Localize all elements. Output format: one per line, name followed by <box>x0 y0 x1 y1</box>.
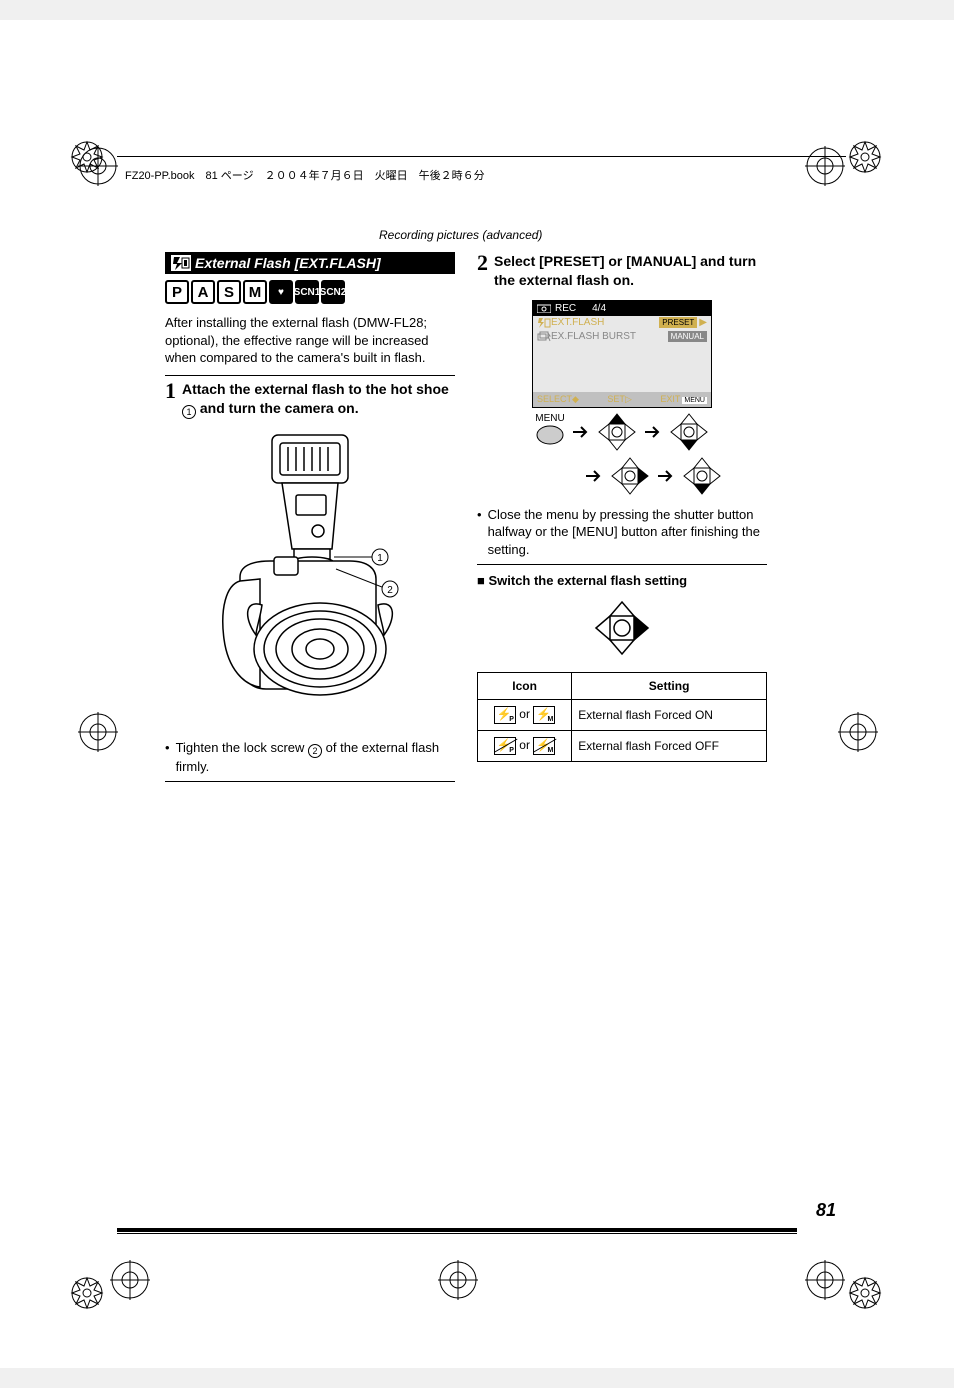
menu-button-icon <box>535 424 565 446</box>
lcd-body: EXT.FLASH PRESET ▶ EX.FLASH BURST MANUAL <box>533 316 711 392</box>
arrow-icon <box>656 469 676 483</box>
step-1: 1 Attach the external flash to the hot s… <box>165 380 455 419</box>
flash-preset-off-icon: P <box>494 737 516 755</box>
page-footer-rule <box>117 1228 797 1232</box>
table-cell-setting-off: External flash Forced OFF <box>572 731 767 762</box>
flash-hotshoe-icon <box>171 255 191 271</box>
mode-a: A <box>191 280 215 304</box>
step-1-text: Attach the external flash to the hot sho… <box>182 380 455 419</box>
regmark-mid-left <box>78 712 118 752</box>
regmark-bot-right <box>805 1260 845 1300</box>
menu-button-label: MENU <box>535 413 565 424</box>
svg-text:1: 1 <box>377 553 383 564</box>
extflash-icon <box>537 317 551 329</box>
arrow-icon <box>571 425 591 439</box>
mode-dial-row: P A S M ♥ SCN1 SCN2 <box>165 280 455 304</box>
rosette-top-left <box>70 140 104 174</box>
lcd-titlebar: REC 4/4 <box>533 301 711 316</box>
mode-heart: ♥ <box>269 280 293 304</box>
bullet-lock-screw-text: Tighten the lock screw 2 of the external… <box>176 739 455 776</box>
camera-icon <box>537 303 551 313</box>
left-column: External Flash [EXT.FLASH] P A S M ♥ SCN… <box>165 252 455 782</box>
step-2: 2 Select [PRESET] or [MANUAL] and turn t… <box>477 252 767 290</box>
bullet-lock-screw: Tighten the lock screw 2 of the external… <box>165 739 455 776</box>
table-cell-icon-on: P or M <box>478 700 572 731</box>
table-header-icon: Icon <box>478 673 572 700</box>
dpad-up-icon <box>597 412 637 452</box>
mode-m: M <box>243 280 267 304</box>
rosette-top-right <box>848 140 882 174</box>
mode-scnена1: SCN1 <box>295 280 319 304</box>
flash-manual-off-icon: M <box>533 737 555 755</box>
lcd-menu-screenshot: REC 4/4 EXT.FLASH PRESET ▶ EX.FLASH BURS… <box>532 300 712 408</box>
rosette-bot-right <box>848 1276 882 1310</box>
regmark-bot-left <box>110 1260 150 1300</box>
table-header-setting: Setting <box>572 673 767 700</box>
frame-header-text: FZ20-PP.book 81 ページ ２００４年７月６日 火曜日 午後２時６分 <box>117 157 846 189</box>
burst-icon <box>537 331 551 343</box>
arrow-icon <box>584 469 604 483</box>
switch-setting-heading: Switch the external flash setting <box>477 573 767 588</box>
step1-rule <box>165 375 455 376</box>
right-column: 2 Select [PRESET] or [MANUAL] and turn t… <box>477 252 767 782</box>
lcd-row-burst: EX.FLASH BURST MANUAL <box>533 330 711 344</box>
regmark-bot-mid <box>438 1260 478 1300</box>
lcd-row-extflash: EXT.FLASH PRESET ▶ <box>533 316 711 330</box>
flash-preset-on-icon: P <box>494 706 516 724</box>
mode-s: S <box>217 280 241 304</box>
mode-p: P <box>165 280 189 304</box>
lcd-footer: SELECT◆ SET▷ EXITMENU <box>533 392 711 407</box>
step-2-text: Select [PRESET] or [MANUAL] and turn the… <box>494 252 767 290</box>
callout-1: 1 <box>182 405 196 419</box>
table-cell-setting-on: External flash Forced ON <box>572 700 767 731</box>
dpad-right-large-icon <box>592 598 652 658</box>
step-1-number: 1 <box>165 380 176 419</box>
bullet-close-menu: Close the menu by pressing the shutter b… <box>477 506 767 559</box>
step-2-number: 2 <box>477 252 488 290</box>
dpad-down-icon <box>669 412 709 452</box>
manual-page: FZ20-PP.book 81 ページ ２００４年７月６日 火曜日 午後２時６分… <box>0 20 954 1368</box>
right-rule-1 <box>477 564 767 565</box>
flash-settings-table: Icon Setting P or M External flash Force… <box>477 672 767 762</box>
dpad-down-icon <box>682 456 722 496</box>
rosette-bot-left <box>70 1276 104 1310</box>
callout-2-inline: 2 <box>308 744 322 758</box>
content-columns: External Flash [EXT.FLASH] P A S M ♥ SCN… <box>165 252 793 782</box>
feature-title-bar: External Flash [EXT.FLASH] <box>165 252 455 274</box>
flash-manual-on-icon: M <box>533 706 555 724</box>
table-cell-icon-off: P or M <box>478 731 572 762</box>
feature-title: External Flash [EXT.FLASH] <box>195 255 381 271</box>
dpad-right-icon <box>610 456 650 496</box>
navigation-sequence: MENU <box>477 412 767 496</box>
mode-scn2: SCN2 <box>321 280 345 304</box>
arrow-icon <box>643 425 663 439</box>
section-header: Recording pictures (advanced) <box>379 228 542 242</box>
intro-text: After installing the external flash (DMW… <box>165 314 455 367</box>
left-end-rule <box>165 781 455 782</box>
camera-with-flash-illustration: 1 2 <box>200 429 420 729</box>
page-number: 81 <box>816 1200 836 1221</box>
svg-text:2: 2 <box>387 585 393 596</box>
regmark-mid-right <box>838 712 878 752</box>
frame-header-rule: FZ20-PP.book 81 ページ ２００４年７月６日 火曜日 午後２時６分 <box>117 156 846 189</box>
